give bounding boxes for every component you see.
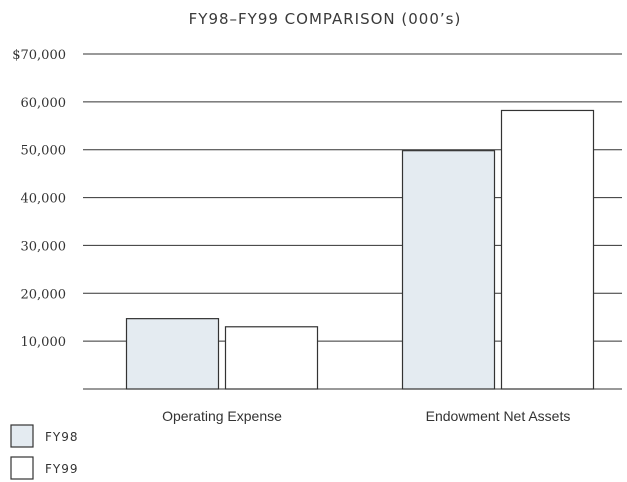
- legend-label-fy99: FY99: [45, 462, 79, 476]
- legend-label-fy98: FY98: [45, 430, 79, 444]
- category-label: Endowment Net Assets: [426, 408, 571, 424]
- gridlines: [83, 53, 622, 390]
- bars: [125, 109, 595, 390]
- legend-swatch-fy99: [10, 456, 34, 480]
- chart-title: FY98–FY99 COMPARISON (000’s): [189, 10, 462, 28]
- legend-swatch-fy98: [10, 424, 34, 448]
- bar-fy99-0: [224, 326, 319, 390]
- y-tick-label: 50,000: [21, 144, 67, 159]
- y-tick-label: 20,000: [21, 287, 67, 302]
- bar-fy99-1: [500, 109, 595, 390]
- bar-fy98-0: [125, 318, 220, 390]
- y-tick-label: 60,000: [21, 96, 67, 111]
- bar-fy98-1: [401, 150, 496, 390]
- category-labels: Operating Expense Endowment Net Assets: [162, 408, 570, 424]
- y-tick-label: 10,000: [21, 335, 67, 350]
- category-label: Operating Expense: [162, 408, 282, 424]
- y-tick-label: 30,000: [21, 239, 67, 254]
- y-tick-label: $70,000: [12, 48, 66, 63]
- y-tick-label: 40,000: [21, 192, 67, 207]
- legend: FY98 FY99: [10, 424, 79, 480]
- y-axis-ticks: 10,000 20,000 30,000 40,000 50,000 60,000 $70,…: [12, 48, 66, 350]
